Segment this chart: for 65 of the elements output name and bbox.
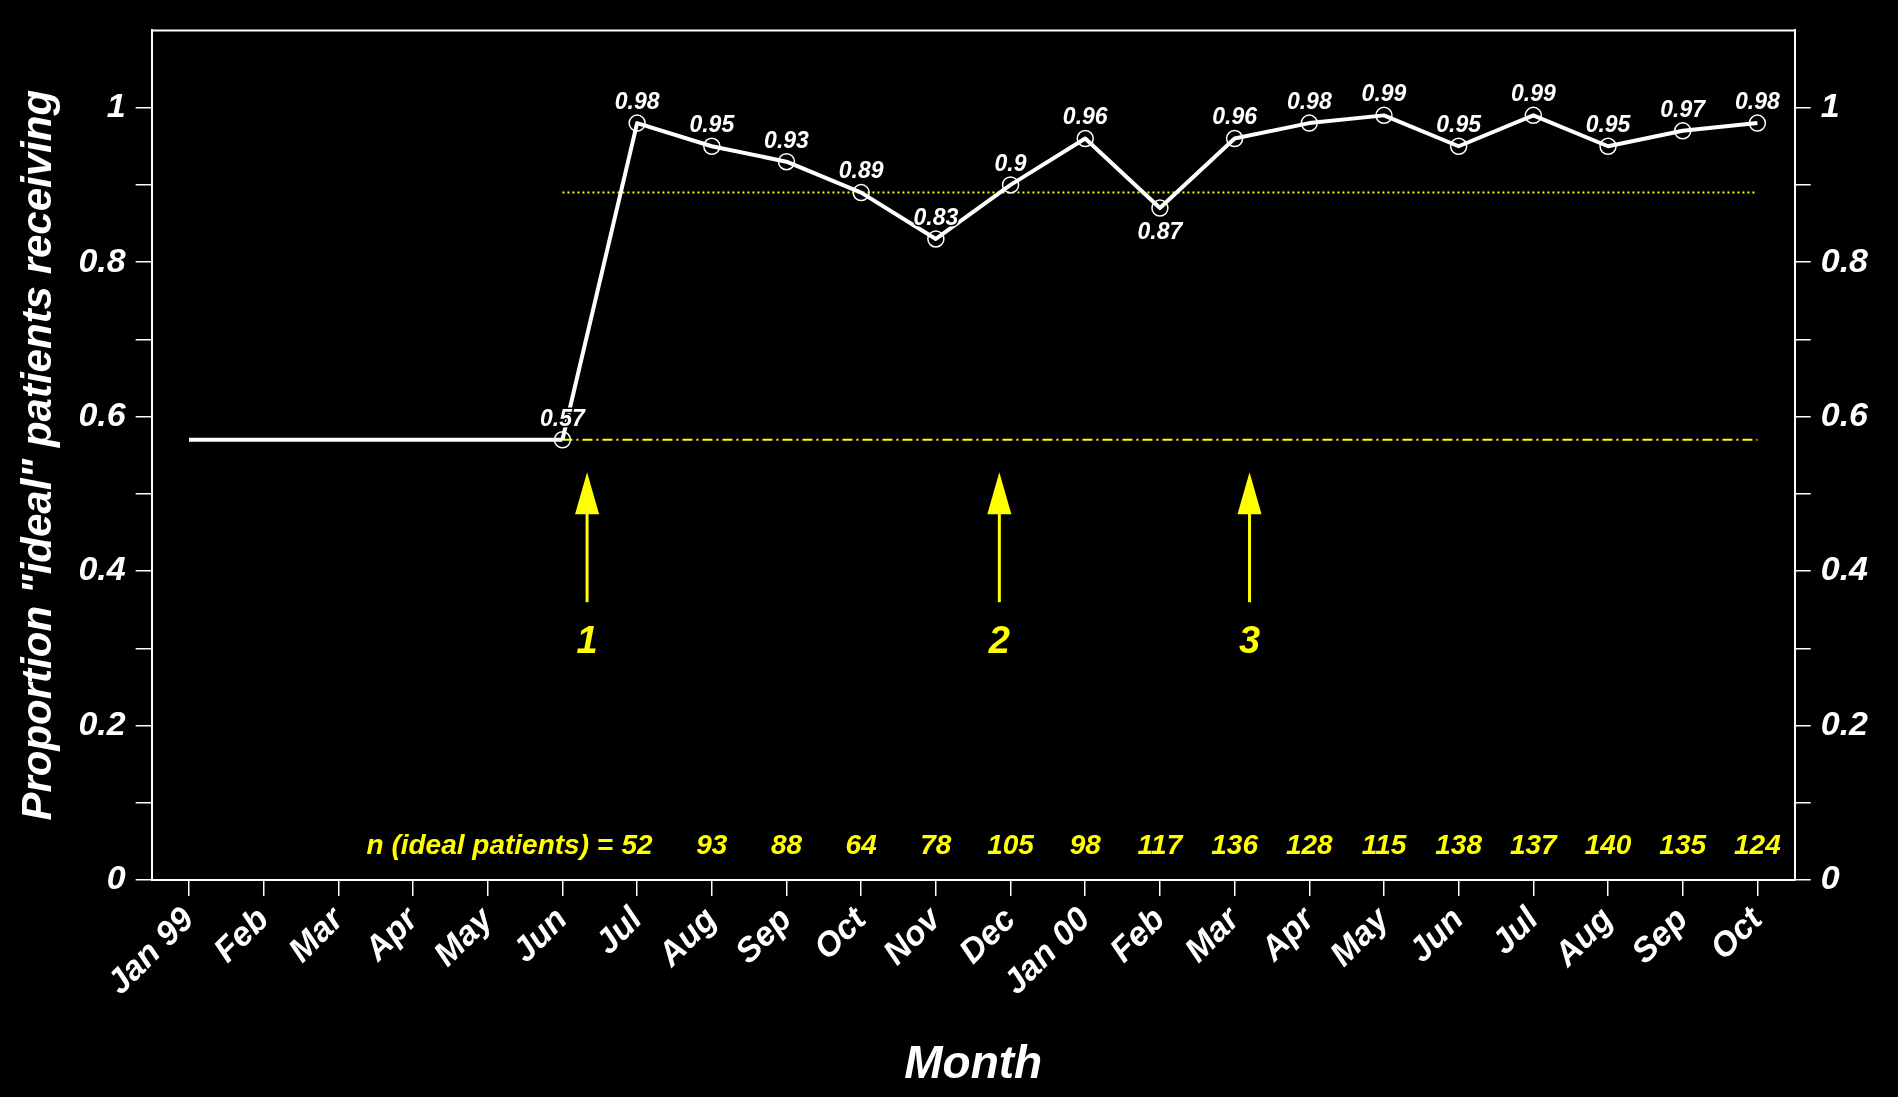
- annotation: 137: [1509, 828, 1559, 860]
- y-tick-label: 0.6: [78, 395, 127, 433]
- x-tick-label: Sep: [727, 899, 799, 971]
- x-tick-label: Jan 99: [98, 899, 201, 1001]
- data-label: 0.98: [1286, 87, 1332, 114]
- data-label: 0.98: [614, 87, 660, 114]
- data-label: 0.95: [1436, 111, 1483, 138]
- data-label: 0.96: [1062, 103, 1108, 130]
- annotation: 136: [1211, 828, 1259, 860]
- x-tick-label: Jun: [504, 899, 575, 969]
- annotation: n (ideal patients) =: [366, 828, 614, 860]
- x-tick-label: Oct: [1702, 898, 1771, 967]
- y-tick-label: 0.8: [78, 240, 126, 279]
- x-tick-label: Jul: [587, 898, 650, 961]
- annotation: 115: [1361, 828, 1407, 860]
- annotation: 138: [1435, 828, 1483, 860]
- annotation: 1: [576, 618, 598, 661]
- x-tick-label: Mar: [280, 897, 352, 969]
- y-tick-label: 1: [106, 86, 126, 125]
- y-tick-label: 0.2: [78, 703, 126, 742]
- annotation: 3: [1238, 618, 1261, 661]
- x-tick-label: Sep: [1623, 899, 1695, 971]
- y2-tick-label: 0.6: [1820, 395, 1870, 433]
- data-label: 0.98: [1735, 87, 1780, 114]
- y-axis-title: Proportion "ideal" patients receiving: [12, 89, 60, 821]
- x-tick-label: Feb: [1101, 899, 1172, 969]
- annotation: 128: [1285, 828, 1334, 860]
- annotation: 88: [770, 828, 803, 860]
- annotation: 98: [1069, 828, 1102, 860]
- x-tick-label: Jun: [1400, 899, 1471, 969]
- annotation: 135: [1659, 828, 1707, 860]
- annotation: 52: [621, 828, 654, 860]
- data-label: 0.93: [764, 126, 810, 153]
- y2-tick-label: 0.8: [1820, 240, 1869, 279]
- annotation: 93: [696, 828, 728, 860]
- x-axis-title: Month: [904, 1036, 1043, 1089]
- annotation: 124: [1734, 828, 1782, 860]
- annotation: 105: [987, 828, 1035, 860]
- y2-tick-label: 0.4: [1820, 549, 1869, 588]
- y-tick-label: 0: [106, 858, 126, 897]
- data-label: 0.99: [1510, 80, 1556, 107]
- data-label: 0.9: [994, 149, 1027, 176]
- x-tick-label: Mar: [1176, 897, 1248, 969]
- x-tick-label: Apr: [1251, 897, 1323, 969]
- y-tick-label: 0.4: [78, 549, 126, 588]
- data-label: 0.89: [838, 157, 884, 184]
- annotation: 78: [920, 828, 952, 860]
- data-label: 0.83: [913, 203, 959, 230]
- y2-tick-label: 0: [1820, 858, 1840, 897]
- annotation: 2: [987, 618, 1010, 661]
- annotation: 140: [1584, 828, 1632, 860]
- data-label: 0.87: [1137, 217, 1184, 244]
- annotation: 64: [845, 828, 878, 860]
- x-tick-label: Oct: [805, 898, 874, 967]
- annotation: 117: [1137, 828, 1184, 860]
- data-label: 0.96: [1212, 103, 1258, 130]
- x-tick-label: Apr: [355, 897, 426, 969]
- data-label: 0.95: [689, 111, 736, 138]
- data-label: 0.99: [1361, 80, 1407, 107]
- data-label: 0.95: [1585, 111, 1632, 138]
- x-tick-label: Feb: [205, 899, 276, 969]
- y2-tick-label: 1: [1820, 86, 1840, 125]
- y2-tick-label: 0.2: [1820, 703, 1869, 742]
- data-label: 0.97: [1660, 95, 1707, 122]
- x-tick-label: Jul: [1483, 898, 1547, 961]
